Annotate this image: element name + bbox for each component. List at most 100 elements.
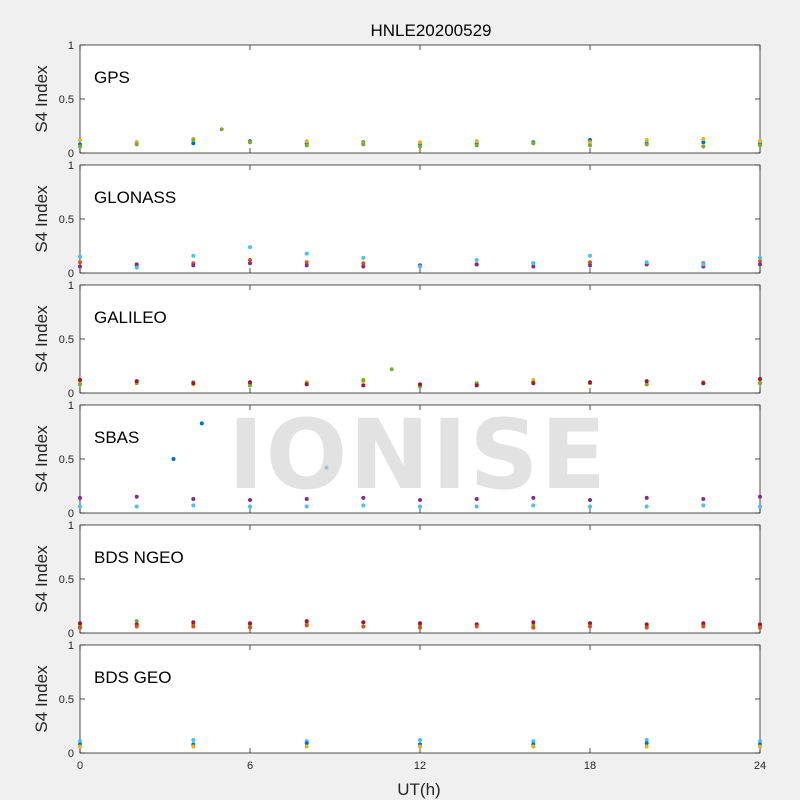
plot-area	[79, 44, 761, 154]
panels-group: 0 0.5 1 S4 Index GPS 0 0.5 1 S4 Index GLONASS 0 0.5…	[32, 40, 766, 772]
data-point	[474, 143, 479, 148]
y-tick-label: 1	[68, 40, 74, 52]
data-point	[134, 624, 139, 629]
data-point	[134, 379, 139, 384]
data-point	[134, 504, 139, 509]
data-point	[191, 744, 196, 749]
data-point	[78, 264, 82, 269]
data-point	[418, 738, 422, 742]
data-point	[588, 624, 592, 629]
y-axis-label: S4 Index	[32, 665, 51, 733]
panel-label: GPS	[94, 68, 130, 87]
data-point	[304, 382, 309, 387]
panel-label: GLONASS	[94, 188, 176, 207]
data-point	[191, 497, 196, 501]
data-point	[361, 620, 366, 625]
data-point	[248, 498, 252, 502]
data-point	[304, 263, 309, 268]
data-point	[701, 503, 706, 508]
data-point	[78, 260, 82, 265]
y-axis-label: S4 Index	[32, 425, 51, 493]
plot-area	[79, 284, 761, 394]
data-point	[474, 139, 479, 144]
data-point	[701, 137, 706, 141]
x-tick-label: 6	[247, 760, 253, 772]
data-point	[361, 624, 366, 629]
data-point	[418, 264, 422, 269]
data-point	[191, 503, 196, 508]
data-point	[531, 744, 536, 749]
y-tick-label: 0	[68, 628, 74, 640]
data-point	[588, 621, 592, 626]
data-point	[701, 381, 706, 386]
watermark-text: IONISE	[228, 399, 608, 511]
data-point	[304, 744, 309, 749]
data-point	[418, 504, 422, 509]
data-point	[758, 262, 762, 267]
y-axis-label: S4 Index	[32, 545, 51, 613]
data-point	[758, 255, 762, 260]
data-point	[701, 144, 706, 149]
data-point	[644, 504, 649, 509]
data-point	[701, 624, 706, 629]
y-tick-label: 0.5	[59, 94, 74, 106]
data-point	[304, 251, 309, 256]
data-point	[644, 738, 649, 742]
y-tick-label: 0	[68, 268, 74, 280]
data-point	[418, 621, 422, 626]
data-point	[531, 625, 536, 630]
data-point	[474, 383, 479, 388]
y-tick-label: 0	[68, 748, 74, 760]
data-point	[199, 421, 204, 426]
y-tick-label: 1	[68, 400, 74, 412]
plot-area	[79, 524, 761, 634]
data-point	[361, 378, 366, 382]
data-point	[304, 143, 309, 148]
data-point	[644, 741, 649, 746]
data-point	[248, 140, 252, 145]
data-point	[531, 503, 536, 508]
data-point	[644, 495, 649, 500]
data-point	[191, 381, 196, 386]
x-tick-label: 0	[77, 760, 83, 772]
data-point	[701, 262, 706, 267]
data-point	[758, 625, 762, 630]
data-point	[644, 622, 649, 627]
data-point	[171, 457, 176, 461]
data-point	[758, 381, 762, 386]
data-point	[361, 503, 366, 508]
y-tick-label: 0	[68, 508, 74, 520]
data-point	[701, 140, 706, 145]
data-point	[644, 625, 649, 630]
data-point	[644, 260, 649, 265]
y-axis-label: S4 Index	[32, 65, 51, 133]
data-point	[78, 382, 82, 387]
data-point	[248, 261, 252, 266]
data-point	[78, 495, 82, 500]
x-axis-label: UT(h)	[397, 780, 440, 799]
data-point	[474, 262, 479, 267]
data-point	[758, 143, 762, 148]
data-point	[304, 623, 309, 628]
data-point	[588, 143, 592, 148]
data-point	[644, 138, 649, 142]
panel-sbas: 0 0.5 1 S4 Index SBAS	[32, 400, 762, 520]
data-point	[531, 620, 536, 625]
data-point	[418, 140, 422, 145]
data-point	[531, 381, 536, 386]
data-point	[78, 144, 82, 149]
data-point	[361, 261, 366, 266]
data-point	[588, 260, 592, 265]
data-point	[588, 380, 592, 385]
data-point	[758, 744, 762, 749]
y-tick-label: 0.5	[59, 214, 74, 226]
y-tick-label: 1	[68, 280, 74, 292]
data-point	[78, 138, 82, 142]
panel-label: BDS GEO	[94, 668, 171, 687]
data-point	[474, 624, 479, 629]
data-point	[304, 741, 309, 746]
data-point	[78, 744, 82, 749]
data-point	[588, 263, 592, 268]
y-tick-label: 1	[68, 520, 74, 532]
